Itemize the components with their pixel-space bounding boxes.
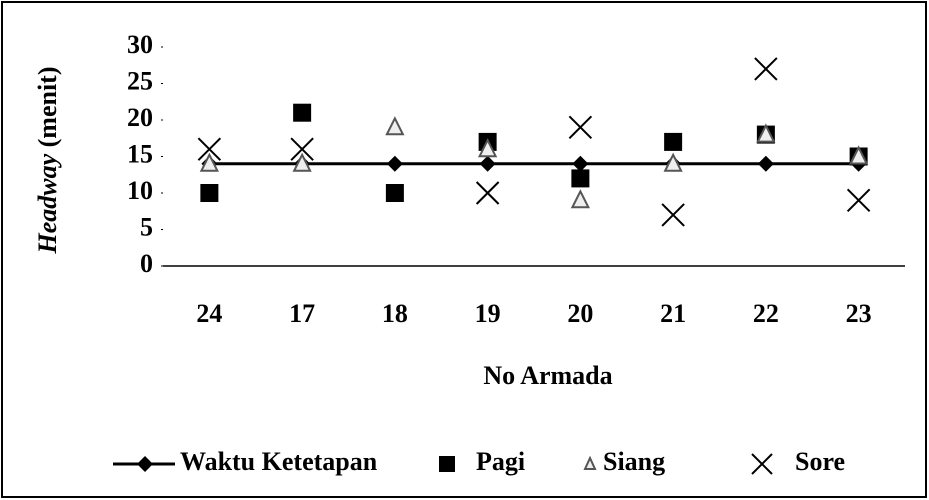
x-axis-label: No Armada	[483, 361, 612, 390]
legend-marker	[751, 453, 773, 475]
x-tick-label: 20	[567, 299, 593, 328]
y-tick-label: 0	[140, 249, 153, 278]
triangle-marker	[756, 123, 776, 143]
legend-marker	[439, 456, 455, 472]
diamond-marker	[572, 155, 589, 172]
square-marker	[571, 169, 590, 188]
diamond-marker	[757, 155, 774, 172]
x-tick-label: 18	[382, 299, 408, 328]
triangle-marker	[385, 116, 405, 136]
square-marker	[385, 184, 404, 202]
diamond-marker	[479, 155, 496, 172]
square-marker	[664, 132, 683, 151]
triangle-marker	[292, 152, 312, 172]
x-marker	[290, 137, 314, 161]
legend-marker	[583, 455, 597, 470]
triangle-marker	[570, 189, 590, 209]
y-axis-label: Headway (menit)	[33, 66, 62, 254]
legend-label: Pagi	[476, 447, 525, 476]
legend-label: Sore	[795, 447, 845, 476]
x-marker	[754, 57, 778, 81]
triangle-marker	[849, 145, 869, 165]
square-marker	[200, 184, 219, 202]
x-tick-label: 21	[660, 299, 686, 328]
y-tick-label: 30	[127, 30, 153, 59]
legend-label: Waktu Ketetapan	[180, 447, 378, 476]
triangle-marker	[663, 152, 683, 172]
legend-label: Siang	[603, 447, 665, 476]
x-tick-label: 22	[753, 299, 779, 328]
diamond-marker	[386, 155, 403, 172]
y-tick-label: 10	[127, 176, 153, 205]
y-tick-label: 15	[127, 139, 153, 168]
x-tick-label: 19	[475, 299, 501, 328]
x-tick-label: 23	[846, 299, 872, 328]
x-marker	[475, 181, 500, 205]
x-marker	[661, 203, 685, 227]
x-marker	[197, 137, 222, 161]
x-tick-label: 17	[289, 299, 315, 328]
y-axis-label-unit: (menit)	[33, 66, 62, 147]
y-tick-label: 20	[127, 103, 153, 132]
x-marker	[846, 188, 871, 213]
triangle-marker	[478, 137, 498, 158]
square-marker	[293, 103, 312, 122]
x-marker	[568, 115, 593, 140]
legend-marker	[137, 456, 153, 472]
y-tick-label: 5	[140, 212, 153, 241]
triangle-marker	[199, 152, 219, 172]
y-axis-label-italic: Headway	[33, 153, 62, 254]
x-tick-label: 24	[196, 299, 222, 328]
y-tick-label: 25	[127, 66, 153, 95]
